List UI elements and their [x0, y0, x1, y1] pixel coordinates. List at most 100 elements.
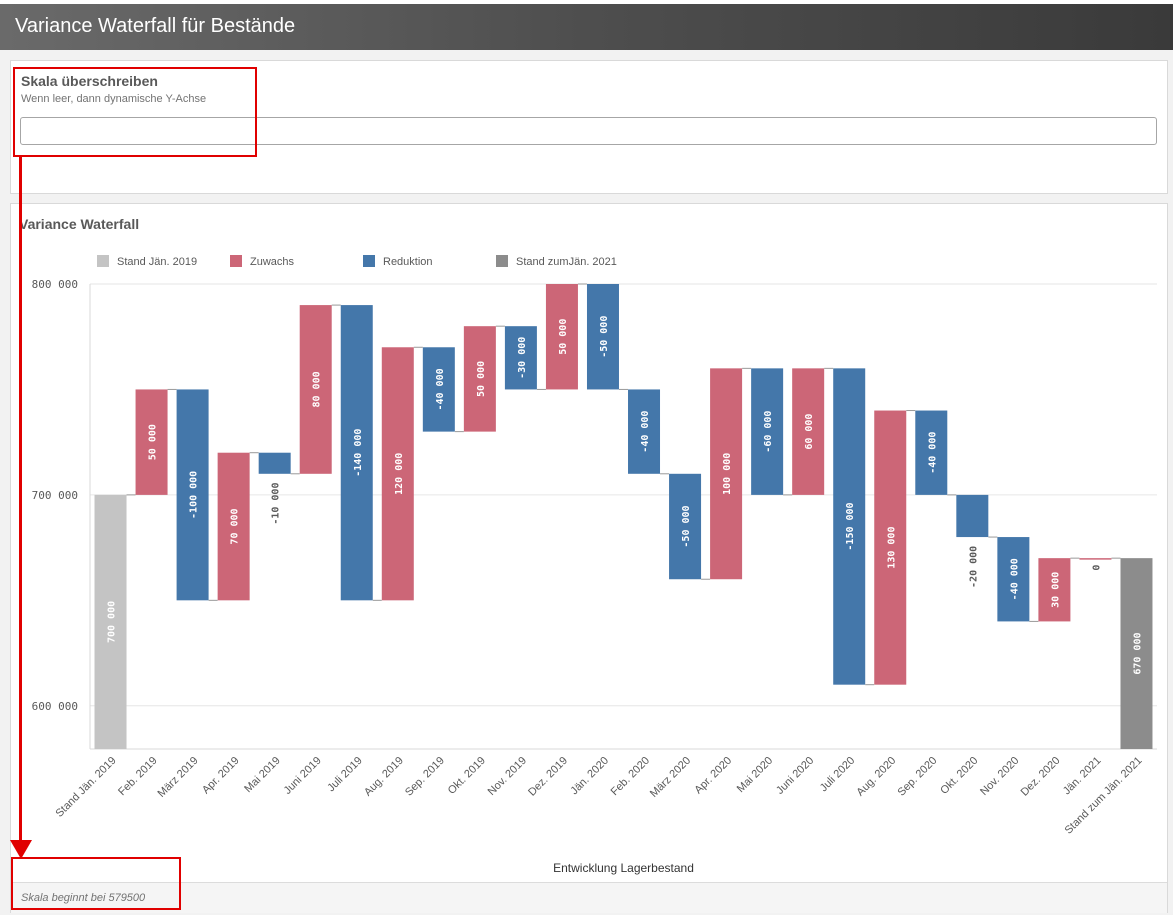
x-tick-label: Juli 2020 — [818, 755, 858, 795]
x-tick-label: Okt. 2019 — [446, 755, 488, 797]
x-tick-label: Aug. 2020 — [854, 755, 898, 799]
x-axis-title: Entwicklung Lagerbestand — [553, 861, 694, 875]
waterfall-bar — [1038, 558, 1071, 622]
waterfall-bar — [833, 368, 866, 685]
chart-footer: Skala beginnt bei 579500 — [11, 882, 1167, 913]
waterfall-bar — [299, 305, 332, 474]
x-tick-label: Feb. 2019 — [116, 755, 160, 799]
waterfall-bar — [217, 452, 250, 601]
legend-swatch — [363, 255, 375, 267]
annotation-arrow-head — [10, 840, 32, 859]
annotation-box-input — [13, 67, 257, 157]
x-tick-label: Mai 2019 — [242, 755, 282, 795]
waterfall-bar — [669, 473, 702, 580]
waterfall-bar — [956, 494, 989, 538]
x-tick-label: Stand Jän. 2019 — [53, 755, 118, 820]
bar-value-label: 120 000 — [394, 453, 405, 495]
bar-value-label: -50 000 — [599, 316, 610, 358]
bar-value-label: -40 000 — [435, 368, 446, 410]
x-tick-label: Feb. 2020 — [609, 755, 653, 799]
bar-value-label: -20 000 — [968, 546, 979, 588]
waterfall-bar — [915, 410, 948, 495]
bar-value-label: 50 000 — [476, 361, 487, 397]
bar-value-label: -60 000 — [763, 411, 774, 453]
chart-heading: Variance Waterfall — [19, 216, 140, 232]
x-tick-label: März 2019 — [155, 755, 200, 800]
waterfall-bar — [751, 368, 784, 495]
scale-override-subtitle: Wenn leer, dann dynamische Y-Achse — [21, 93, 207, 105]
x-tick-label: Stand zum Jän. 2021 — [1063, 755, 1145, 837]
bar-value-label: 70 000 — [230, 508, 241, 544]
annotation-arrow-line — [19, 157, 22, 847]
x-tick-label: Jän. 2020 — [568, 755, 611, 798]
bar-value-label: -40 000 — [927, 432, 938, 474]
waterfall-bar — [710, 368, 743, 580]
x-tick-label: Mai 2020 — [735, 755, 775, 795]
legend-label: Zuwachs — [250, 256, 295, 268]
legend-swatch — [496, 255, 508, 267]
bar-value-label: -140 000 — [353, 429, 364, 477]
app-titlebar: Variance Waterfall für Bestände — [0, 4, 1173, 50]
bar-value-label: 100 000 — [722, 453, 733, 495]
bar-value-label: 700 000 — [107, 601, 118, 643]
bar-value-label: -50 000 — [681, 505, 692, 547]
waterfall-bar — [258, 452, 291, 474]
waterfall-bar — [545, 284, 578, 390]
waterfall-bar — [340, 305, 373, 601]
annotation-box-note — [11, 857, 181, 910]
bar-value-label: -150 000 — [845, 502, 856, 550]
x-tick-label: Juni 2020 — [774, 755, 816, 797]
waterfall-bar — [874, 410, 907, 685]
waterfall-chart-panel: Variance Waterfall 600 000 700 000 800 000… — [10, 203, 1168, 913]
x-tick-label: Juni 2019 — [282, 755, 324, 797]
x-tick-label: Jän. 2021 — [1061, 755, 1104, 798]
bar-value-label: -100 000 — [189, 471, 200, 519]
legend-swatch — [230, 255, 242, 267]
bar-value-label: -10 000 — [271, 483, 282, 525]
waterfall-bar — [1120, 558, 1153, 749]
waterfall-bar — [94, 494, 127, 749]
x-tick-label: Dez. 2020 — [1019, 755, 1063, 799]
bar-value-label: 670 000 — [1132, 632, 1143, 674]
waterfall-bar — [176, 389, 209, 601]
scale-override-input[interactable] — [20, 117, 1157, 145]
x-tick-label: Juli 2019 — [325, 755, 365, 795]
scale-note: Skala beginnt bei 579500 — [21, 892, 146, 904]
waterfall-bar — [135, 389, 168, 495]
waterfall-bar — [1079, 558, 1112, 560]
waterfall-bar — [422, 347, 455, 432]
x-tick-label: März 2020 — [648, 755, 693, 800]
bar-value-label: 30 000 — [1050, 572, 1061, 608]
x-tick-label: Apr. 2019 — [200, 755, 242, 797]
y-tick-label: 600 000 — [32, 700, 78, 713]
scale-override-heading: Skala überschreiben — [21, 73, 158, 89]
x-tick-label: Nov. 2019 — [486, 755, 529, 798]
bar-value-label: 60 000 — [804, 414, 815, 450]
legend-label: Reduktion — [383, 256, 433, 268]
waterfall-bar — [463, 326, 496, 432]
bar-value-label: 0 — [1091, 565, 1102, 571]
waterfall-bar — [997, 537, 1030, 622]
app-title: Variance Waterfall für Bestände — [15, 15, 296, 37]
x-tick-label: Apr. 2020 — [692, 755, 734, 797]
waterfall-bar — [381, 347, 414, 601]
x-tick-label: Sep. 2019 — [403, 755, 447, 799]
waterfall-bar — [504, 326, 537, 390]
waterfall-bar — [628, 389, 661, 474]
y-tick-label: 700 000 — [32, 489, 78, 502]
x-tick-label: Sep. 2020 — [895, 755, 939, 799]
bar-value-label: -40 000 — [1009, 558, 1020, 600]
legend-label: Stand Jän. 2019 — [117, 256, 197, 268]
bar-value-label: -30 000 — [517, 337, 528, 379]
scale-override-panel: Skala überschreiben Wenn leer, dann dyna… — [10, 60, 1168, 194]
bar-value-label: 130 000 — [886, 527, 897, 569]
legend-label: Stand zumJän. 2021 — [516, 256, 617, 268]
waterfall-bar — [792, 368, 825, 495]
x-tick-label: Okt. 2020 — [938, 755, 980, 797]
x-tick-label: Nov. 2020 — [978, 755, 1021, 798]
bar-value-label: 50 000 — [558, 319, 569, 355]
x-tick-label: Aug. 2019 — [362, 755, 406, 799]
x-tick-label: Dez. 2019 — [526, 755, 570, 799]
bar-value-label: 50 000 — [148, 424, 159, 460]
waterfall-chart: 600 000 700 000 800 000 Stand Jän. 2019 Zuwa… — [32, 255, 1157, 875]
